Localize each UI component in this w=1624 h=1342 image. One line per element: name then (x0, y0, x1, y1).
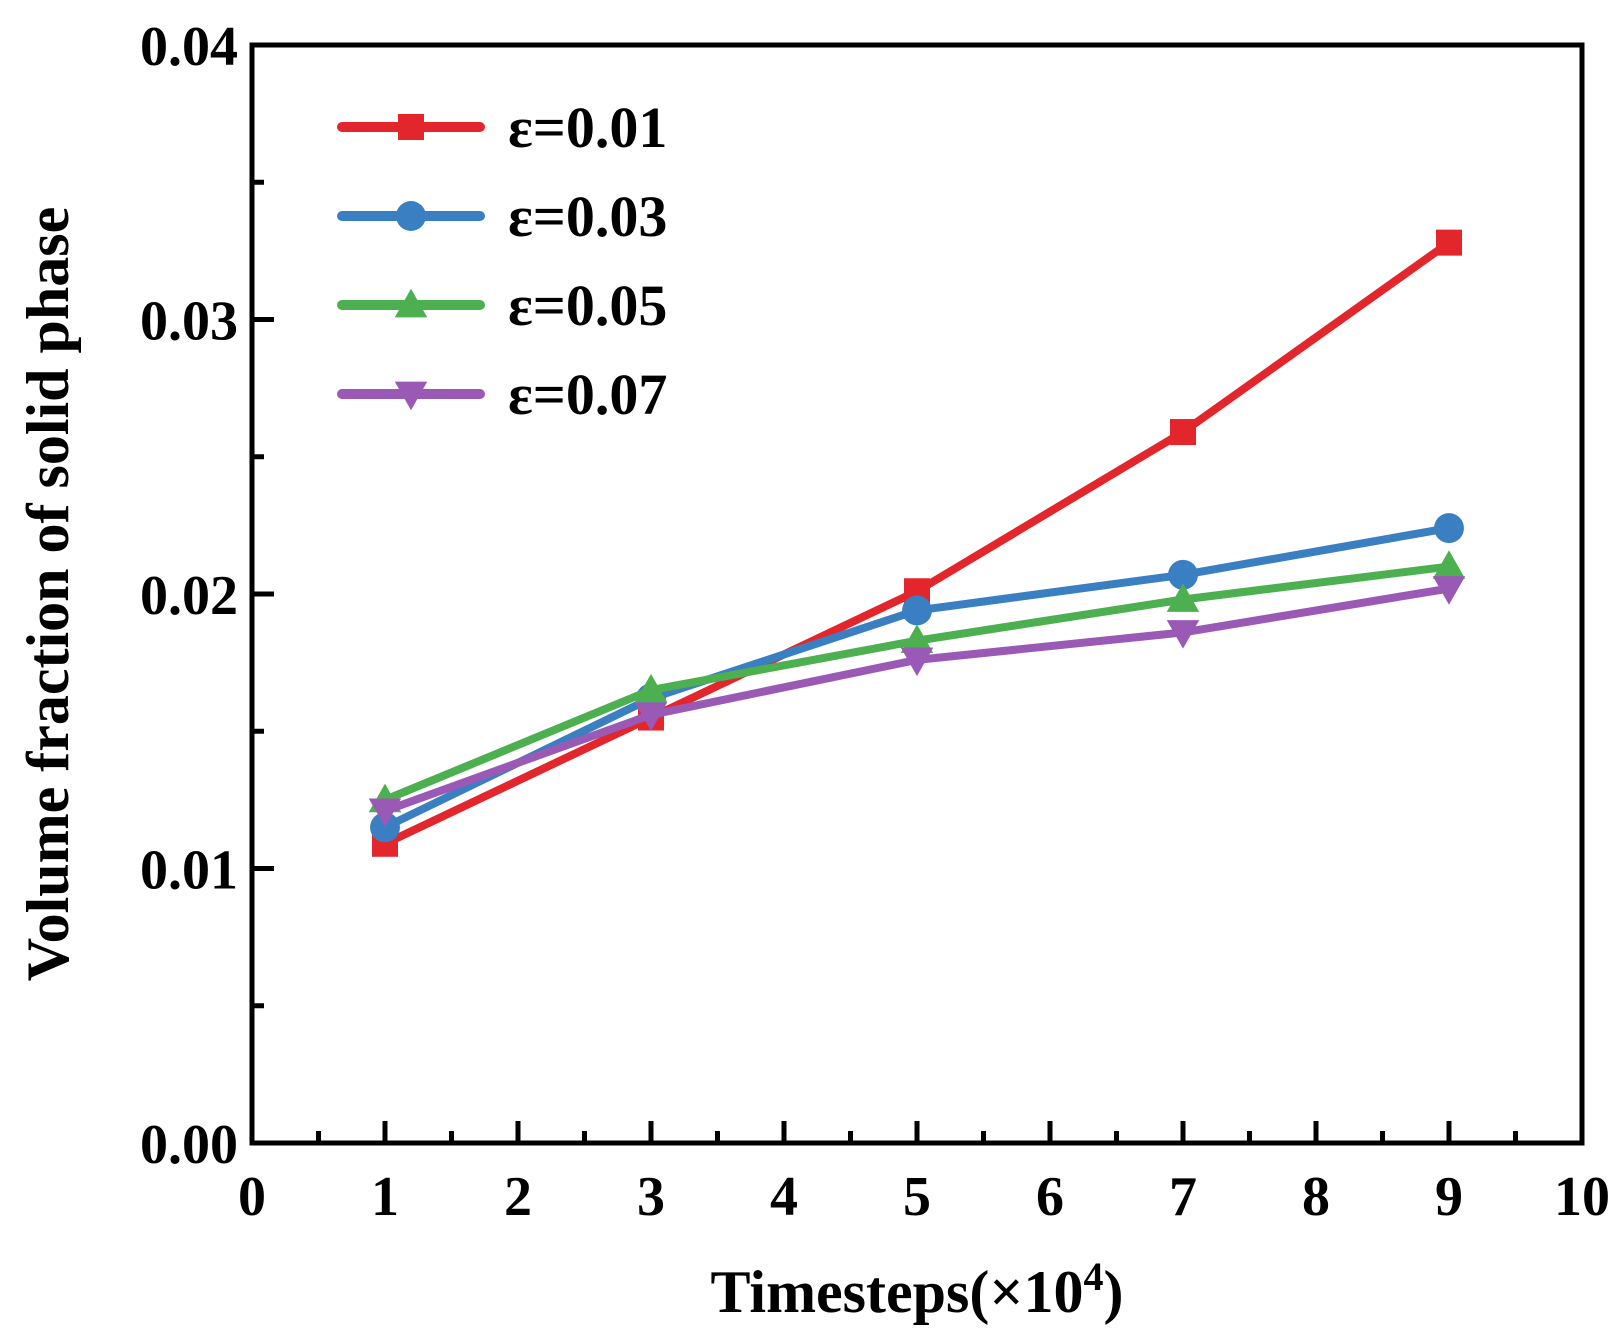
data-point (634, 702, 668, 732)
legend-item: ε=0.03 (337, 184, 667, 249)
y-tick-label: 0.04 (140, 16, 238, 78)
y-tick-label: 0.02 (140, 565, 238, 627)
x-axis-title-close: ) (1104, 1259, 1124, 1325)
x-tick-label: 10 (1554, 1166, 1610, 1228)
y-tick-label: 0.03 (140, 291, 238, 353)
legend-item: ε=0.05 (337, 273, 667, 338)
x-tick-label: 9 (1435, 1166, 1463, 1228)
data-point (1166, 620, 1200, 649)
data-point (1166, 583, 1200, 612)
legend-marker (394, 381, 428, 411)
plot-marks (368, 229, 1466, 857)
x-tick-label: 7 (1169, 1166, 1197, 1228)
data-point (1434, 513, 1464, 544)
legend-marker (396, 201, 426, 231)
legend-marker (394, 288, 428, 318)
x-tick-label: 5 (903, 1166, 931, 1228)
legend-marker (398, 114, 424, 140)
data-point (634, 673, 668, 703)
x-tick-label: 2 (504, 1166, 532, 1228)
data-point (370, 812, 400, 843)
axis-ticks: 0 1 2 3 4 5 6 7 8 9 10 0.00 0.01 0.02 0.03 0.04 (140, 16, 1610, 1228)
x-axis-title-main: Timesteps(×10 (710, 1259, 1083, 1325)
data-point (1432, 550, 1466, 579)
x-tick-label: 3 (637, 1166, 665, 1228)
series-2 (370, 513, 1464, 843)
legend-label: ε=0.03 (508, 184, 667, 249)
series-4 (368, 576, 1466, 828)
x-tick-label: 4 (770, 1166, 798, 1228)
x-axis-title-exponent: 4 (1084, 1254, 1104, 1299)
data-point (1432, 576, 1466, 605)
legend-label: ε=0.05 (508, 273, 667, 338)
series-line (383, 524, 1450, 831)
x-tick-label: 6 (1036, 1166, 1064, 1228)
data-point (1170, 419, 1196, 446)
data-point (1436, 229, 1462, 256)
y-tick-label: 0.01 (140, 840, 238, 902)
x-tick-label: 1 (371, 1166, 399, 1228)
x-axis-title: Timesteps(×104) (710, 1254, 1123, 1325)
legend-item: ε=0.07 (337, 362, 667, 427)
data-point (900, 647, 934, 677)
legend: ε=0.01 ε=0.03 ε=0.05 ε=0.07 (337, 95, 667, 427)
data-point (368, 798, 402, 828)
legend-label: ε=0.01 (508, 95, 667, 160)
x-tick-label: 8 (1302, 1166, 1330, 1228)
y-tick-label: 0.00 (140, 1114, 238, 1176)
data-point (900, 624, 934, 654)
data-point (902, 595, 932, 626)
legend-item: ε=0.01 (337, 95, 667, 160)
data-point (1168, 559, 1198, 590)
x-tick-label: 0 (238, 1166, 266, 1228)
y-axis-title: Volume fraction of solid phase (15, 207, 81, 982)
legend-label: ε=0.07 (508, 362, 667, 427)
